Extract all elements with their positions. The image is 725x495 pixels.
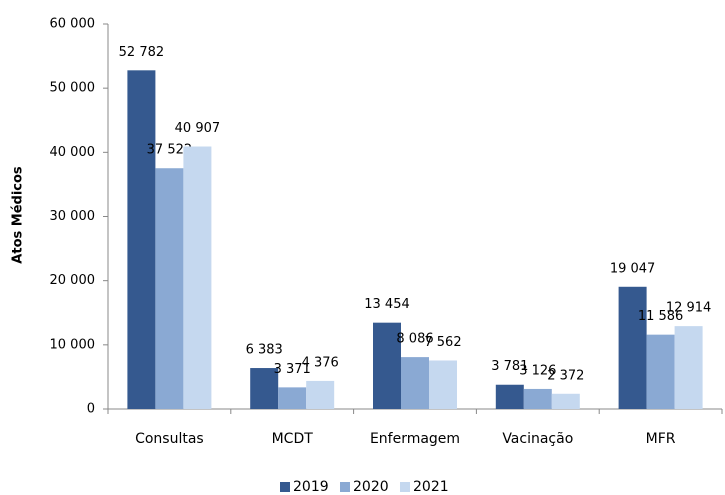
data-label: 6 383 <box>246 343 283 358</box>
data-label: 37 522 <box>147 143 193 158</box>
data-label: 3 781 <box>491 359 528 374</box>
bar <box>618 286 647 409</box>
bar <box>495 384 524 409</box>
legend-swatch <box>340 482 350 492</box>
bar <box>306 380 335 409</box>
bar <box>155 168 184 409</box>
y-tick-label: 20 000 <box>50 273 96 288</box>
legend-label: 2020 <box>353 479 389 495</box>
y-tick-label: 10 000 <box>50 337 96 352</box>
y-tick-label: 40 000 <box>50 145 96 160</box>
legend-label: 2019 <box>293 479 329 495</box>
legend-label: 2021 <box>413 479 449 495</box>
y-axis-title: Atos Médicos <box>11 166 26 264</box>
data-label: 8 086 <box>396 332 433 347</box>
bar <box>183 146 212 409</box>
data-label: 7 562 <box>424 335 461 350</box>
bar <box>646 334 675 409</box>
x-tick-label: Enfermagem <box>370 431 460 447</box>
bar <box>428 360 457 409</box>
bar <box>278 387 307 409</box>
data-label: 52 782 <box>119 45 165 60</box>
x-tick-label: MCDT <box>272 431 314 447</box>
data-label: 2 372 <box>547 368 584 383</box>
data-label: 40 907 <box>175 121 221 136</box>
legend-swatch <box>400 482 410 492</box>
y-tick-label: 0 <box>87 402 95 417</box>
bar <box>373 322 402 409</box>
x-tick-label: Vacinação <box>502 431 573 447</box>
data-label: 12 914 <box>666 301 712 316</box>
bar <box>674 326 703 409</box>
x-tick-label: Consultas <box>135 431 204 447</box>
data-label: 4 376 <box>302 355 339 370</box>
y-tick-label: 60 000 <box>50 17 96 32</box>
data-label: 3 371 <box>274 362 311 377</box>
y-tick-label: 50 000 <box>50 81 96 96</box>
bar <box>127 70 156 410</box>
y-tick-label: 30 000 <box>50 209 96 224</box>
bar <box>523 388 552 409</box>
bar <box>250 368 279 409</box>
legend-swatch <box>280 482 290 492</box>
bar <box>401 357 429 409</box>
bar <box>551 393 580 409</box>
data-label: 3 126 <box>519 363 556 378</box>
data-label: 19 047 <box>610 261 656 276</box>
x-tick-label: MFR <box>646 431 676 447</box>
data-label: 13 454 <box>364 297 410 312</box>
data-label: 11 586 <box>638 309 684 324</box>
